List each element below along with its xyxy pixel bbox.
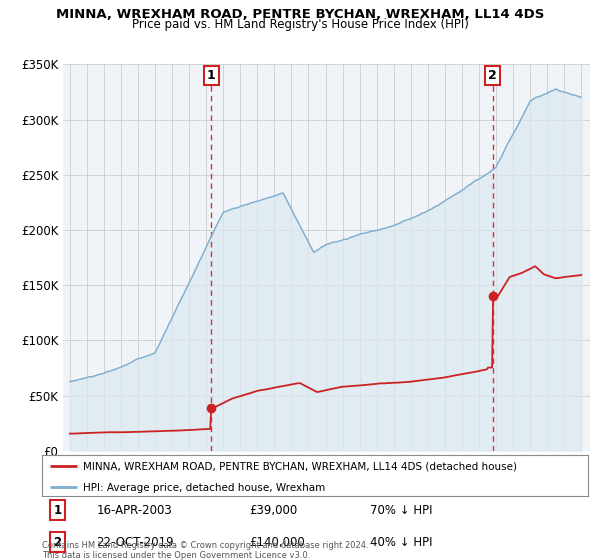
Text: Contains HM Land Registry data © Crown copyright and database right 2024.
This d: Contains HM Land Registry data © Crown c… [42,540,368,560]
Text: 2: 2 [53,535,61,549]
Text: Price paid vs. HM Land Registry's House Price Index (HPI): Price paid vs. HM Land Registry's House … [131,18,469,31]
Text: MINNA, WREXHAM ROAD, PENTRE BYCHAN, WREXHAM, LL14 4DS (detached house): MINNA, WREXHAM ROAD, PENTRE BYCHAN, WREX… [83,462,517,472]
Text: 16-APR-2003: 16-APR-2003 [97,503,172,516]
Text: £140,000: £140,000 [250,535,305,549]
Text: £39,000: £39,000 [250,503,298,516]
Text: HPI: Average price, detached house, Wrexham: HPI: Average price, detached house, Wrex… [83,483,325,493]
Text: 40% ↓ HPI: 40% ↓ HPI [370,535,432,549]
Text: 22-OCT-2019: 22-OCT-2019 [97,535,174,549]
Text: 2: 2 [488,69,497,82]
Text: 70% ↓ HPI: 70% ↓ HPI [370,503,432,516]
Text: 1: 1 [53,503,61,516]
Text: 1: 1 [207,69,215,82]
Text: MINNA, WREXHAM ROAD, PENTRE BYCHAN, WREXHAM, LL14 4DS: MINNA, WREXHAM ROAD, PENTRE BYCHAN, WREX… [56,8,544,21]
